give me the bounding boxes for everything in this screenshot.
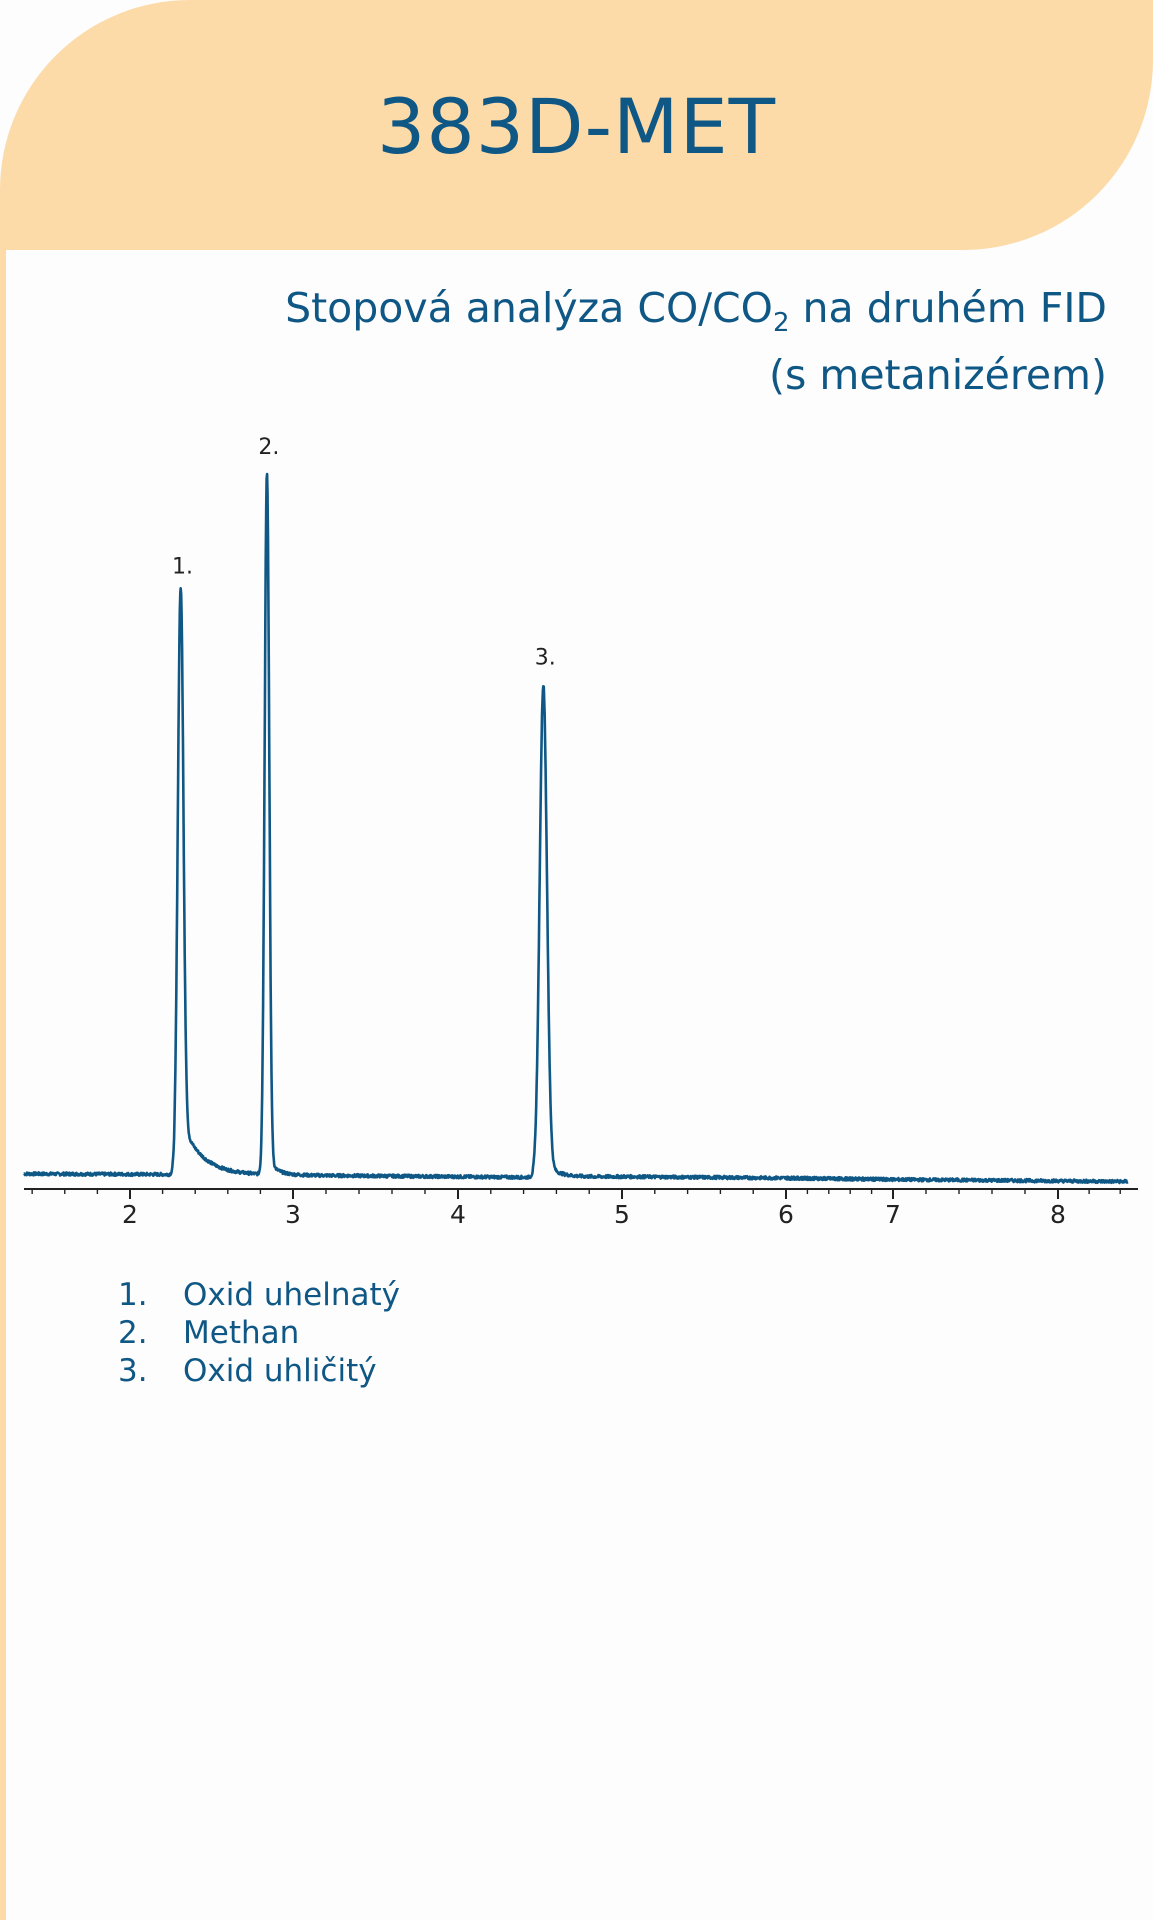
x-tick-label: 4: [450, 1200, 466, 1229]
legend-number: 3.: [118, 1353, 148, 1389]
peak-labels: 1. 2. 3.: [172, 435, 556, 671]
peak-legend: 1. Oxid uhelnatý 2. Methan 3. Oxid uhličitý: [118, 1276, 400, 1390]
chart-title-line-1: Stopová analýza CO/CO2 na druhém FID: [207, 282, 1107, 349]
legend-label: Oxid uhelnatý: [183, 1277, 401, 1313]
page-title: 383D-MET: [376, 82, 777, 171]
legend-item: 1. Oxid uhelnatý: [118, 1276, 400, 1314]
x-axis-tick-labels: 2 3 4 5 6 7 8: [122, 1200, 1066, 1229]
header-banner: [0, 0, 1153, 250]
chart-title-text-end: na druhém FID: [789, 284, 1107, 332]
x-tick-label: 6: [778, 1200, 794, 1229]
legend-item: 3. Oxid uhličitý: [118, 1352, 400, 1390]
peak-label: 3.: [535, 646, 556, 671]
legend-item: 2. Methan: [118, 1314, 400, 1352]
legend-label: Methan: [183, 1315, 300, 1351]
x-axis-ticks: [31, 1189, 1121, 1199]
chart-title-subscript: 2: [772, 308, 790, 339]
chart-title-text: Stopová analýza CO/CO: [285, 284, 773, 332]
peak-label: 1.: [172, 554, 193, 579]
x-tick-label: 8: [1050, 1200, 1066, 1229]
left-accent-stripe: [0, 240, 6, 1920]
peak-label: 2.: [258, 435, 279, 460]
legend-number: 2.: [118, 1315, 148, 1351]
x-tick-label: 7: [885, 1200, 901, 1229]
chart-title: Stopová analýza CO/CO2 na druhém FID (s …: [207, 282, 1107, 401]
chromatogram-trace: [23, 472, 1129, 1185]
x-tick-label: 2: [122, 1200, 138, 1229]
x-tick-label: 3: [285, 1200, 301, 1229]
chart-title-line-2: (s metanizérem): [769, 351, 1107, 400]
legend-label: Oxid uhličitý: [183, 1353, 377, 1389]
chromatogram-chart: 2 3 4 5 6 7 8 1. 2. 3.: [23, 435, 1138, 1229]
legend-number: 1.: [118, 1277, 148, 1313]
x-tick-label: 5: [614, 1200, 630, 1229]
